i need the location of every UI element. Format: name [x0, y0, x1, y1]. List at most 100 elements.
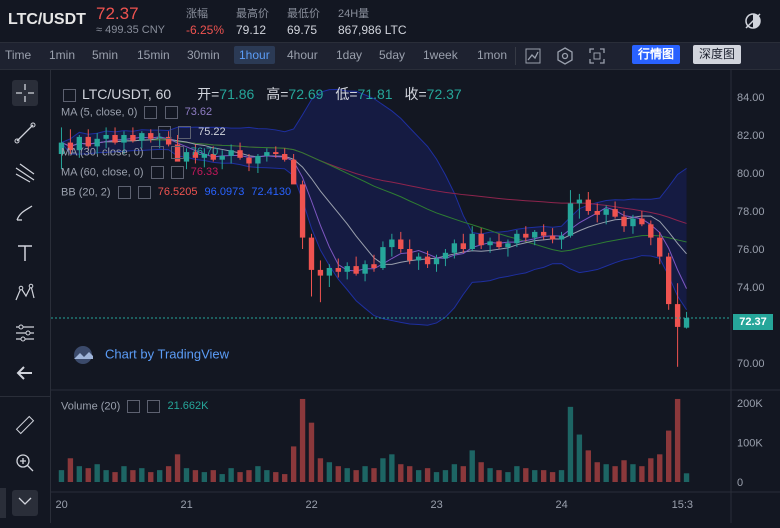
ma30-settings-icon[interactable]: [150, 146, 164, 159]
brush-icon[interactable]: [12, 200, 38, 226]
volume-bar: [326, 462, 333, 482]
volume-bar: [514, 466, 520, 482]
ruler-icon[interactable]: [12, 412, 38, 438]
volume-label: 24H量: [338, 8, 370, 20]
ma5-label: MA (5, close, 0): [61, 106, 138, 119]
text-tool-icon[interactable]: [12, 240, 38, 266]
volume-bar: [621, 460, 627, 482]
ma30-remove-icon[interactable]: [170, 146, 184, 159]
volume-bar: [505, 472, 511, 482]
tf-5day[interactable]: 5day: [379, 48, 406, 62]
tf-4hour[interactable]: 4hour: [287, 48, 318, 62]
back-arrow-icon[interactable]: [12, 360, 38, 386]
ma10-remove-icon[interactable]: [178, 126, 192, 139]
candle-body: [630, 218, 636, 227]
cny-price: ≈ 499.35 CNY: [96, 24, 166, 36]
zoom-in-icon[interactable]: [12, 450, 38, 476]
candle-body: [594, 211, 600, 215]
tf-time[interactable]: Time: [5, 48, 32, 62]
bb-settings-icon[interactable]: [117, 186, 131, 199]
high-value: 79.12: [236, 23, 267, 37]
ma5-settings-icon[interactable]: [144, 106, 158, 119]
tradingview-watermark[interactable]: Chart by TradingView: [69, 346, 229, 364]
fullscreen-icon[interactable]: [588, 47, 606, 65]
tf-1mon[interactable]: 1mon: [477, 48, 508, 62]
candle-body: [228, 150, 234, 156]
volume-bar: [398, 464, 404, 482]
volume-settings-icon[interactable]: [127, 400, 141, 413]
tf-5min[interactable]: 5min: [92, 48, 119, 62]
bb-label: BB (20, 2): [61, 186, 111, 199]
volume-bar: [174, 454, 181, 482]
low-label: 最低价: [287, 8, 320, 20]
bb-upper-value: 76.5205: [157, 186, 198, 199]
candle-body: [514, 233, 520, 244]
candle-body: [246, 157, 252, 164]
volume-bar: [603, 464, 609, 482]
tf-1week[interactable]: 1week: [423, 48, 458, 62]
high-label: 高=: [266, 86, 289, 102]
volume-bar: [674, 398, 681, 482]
ma5-remove-icon[interactable]: [164, 106, 178, 119]
collapse-legend-icon[interactable]: [63, 88, 76, 102]
candle-body: [648, 224, 654, 238]
volume-bar: [157, 470, 163, 482]
open-label: 开=: [197, 86, 220, 102]
toolbar-divider: [515, 47, 516, 65]
depth-view-button[interactable]: 深度图: [693, 45, 742, 64]
indicators-icon[interactable]: [524, 47, 542, 65]
candle-body: [210, 154, 216, 160]
volume-bar: [407, 466, 413, 482]
ticker-header: LTC/USDT 72.37 ≈ 499.35 CNY 涨幅 -6.25% 最高…: [0, 0, 780, 42]
pattern-tool-icon[interactable]: [12, 280, 38, 306]
volume-bar: [308, 422, 315, 482]
low-label: 低=: [335, 86, 358, 102]
last-price: 72.37: [96, 4, 139, 23]
theme-toggle-icon[interactable]: [744, 12, 762, 30]
settings-icon[interactable]: [556, 47, 574, 65]
volume-bar: [567, 406, 574, 482]
ma60-value: 76.33: [190, 166, 219, 179]
bb-remove-icon[interactable]: [137, 186, 151, 199]
low-value: 69.75: [287, 23, 318, 37]
change-value: -6.25%: [186, 23, 225, 37]
candle-body: [505, 243, 511, 248]
candle-body: [567, 203, 574, 236]
price-axis-label: 70.00: [737, 358, 765, 370]
volume-bar: [112, 472, 118, 482]
price-chart[interactable]: 84.0082.0080.0078.0076.0074.0072.0070.00…: [51, 70, 780, 523]
high-value: 72.69: [288, 86, 324, 102]
volume-remove-icon[interactable]: [147, 400, 161, 413]
tf-30min[interactable]: 30min: [187, 48, 220, 62]
kline-view-button[interactable]: 行情图: [632, 45, 681, 64]
candle-body: [201, 154, 208, 158]
crosshair-icon[interactable]: [12, 80, 38, 106]
tf-1min[interactable]: 1min: [49, 48, 76, 62]
trend-line-icon[interactable]: [12, 120, 38, 146]
volume-bar: [264, 470, 270, 482]
candle-body: [112, 135, 118, 143]
prediction-tool-icon[interactable]: [12, 320, 38, 346]
candle-body: [317, 269, 324, 276]
ma60-remove-icon[interactable]: [170, 166, 184, 179]
tf-1day[interactable]: 1day: [336, 48, 363, 62]
ma10-settings-icon[interactable]: [158, 126, 171, 139]
ma10-legend: 75.22: [154, 126, 226, 139]
volume-bar: [389, 454, 395, 482]
bb-mid-value: 96.0973: [204, 186, 245, 199]
volume-bar: [210, 470, 216, 482]
candle-body: [415, 256, 422, 261]
bollinger-lower-line: [61, 142, 687, 326]
candle-body: [523, 233, 529, 238]
ma60-settings-icon[interactable]: [150, 166, 164, 179]
candle-body: [255, 155, 261, 164]
volume-axis-label: 0: [737, 477, 743, 489]
tf-1hour[interactable]: 1hour: [234, 46, 275, 64]
candle-body: [103, 135, 109, 139]
fib-tool-icon[interactable]: [12, 160, 38, 186]
candle-body: [603, 209, 609, 215]
magnet-icon[interactable]: [12, 490, 38, 516]
panel-collapse-handle[interactable]: [0, 488, 6, 518]
tf-15min[interactable]: 15min: [137, 48, 170, 62]
chart-area[interactable]: 84.0082.0080.0078.0076.0074.0072.0070.00…: [51, 70, 780, 523]
